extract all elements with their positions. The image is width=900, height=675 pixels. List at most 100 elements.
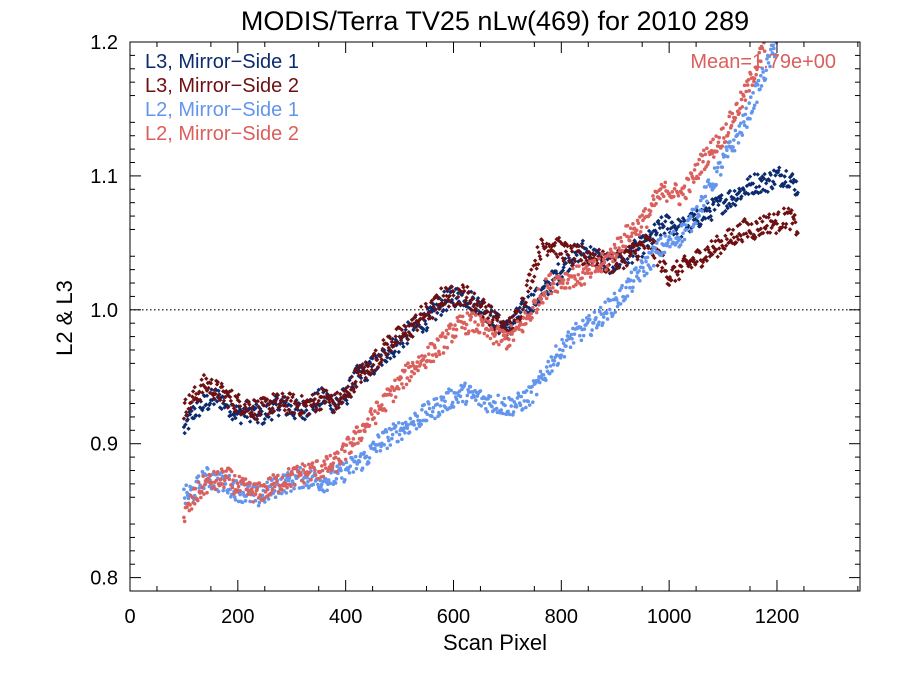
data-point bbox=[746, 191, 751, 197]
data-point bbox=[201, 474, 205, 478]
data-point bbox=[423, 365, 428, 370]
data-point bbox=[526, 399, 530, 404]
data-point bbox=[385, 342, 390, 347]
data-point bbox=[354, 466, 359, 471]
data-point bbox=[787, 210, 792, 215]
data-point bbox=[720, 243, 725, 248]
data-point bbox=[764, 37, 768, 41]
data-point bbox=[588, 275, 593, 279]
data-point bbox=[640, 260, 644, 265]
data-point bbox=[718, 160, 722, 165]
data-point bbox=[770, 51, 775, 55]
data-point bbox=[254, 416, 260, 422]
data-point bbox=[231, 406, 237, 411]
data-point bbox=[442, 289, 447, 294]
data-point bbox=[405, 337, 411, 342]
data-point bbox=[478, 389, 483, 393]
data-point bbox=[767, 212, 772, 217]
data-point bbox=[410, 334, 415, 339]
data-point bbox=[233, 415, 238, 421]
data-point bbox=[774, 231, 779, 236]
data-point bbox=[539, 238, 545, 243]
data-point bbox=[642, 245, 647, 251]
data-point bbox=[754, 72, 758, 77]
data-point bbox=[212, 387, 217, 393]
data-point bbox=[439, 298, 445, 303]
data-point bbox=[324, 392, 330, 398]
data-point bbox=[371, 351, 377, 356]
data-point bbox=[559, 251, 564, 257]
data-point bbox=[639, 225, 644, 229]
data-point bbox=[770, 179, 776, 184]
data-point bbox=[475, 303, 480, 308]
data-point bbox=[414, 426, 419, 431]
data-point bbox=[534, 310, 539, 315]
data-point bbox=[269, 491, 273, 495]
data-point bbox=[496, 312, 502, 318]
data-point bbox=[741, 187, 747, 193]
data-point bbox=[693, 249, 699, 255]
data-point bbox=[451, 405, 456, 409]
data-point bbox=[409, 374, 413, 379]
data-point bbox=[464, 295, 469, 300]
data-point bbox=[271, 473, 276, 477]
data-point bbox=[468, 384, 473, 389]
data-point bbox=[695, 162, 700, 166]
data-point bbox=[320, 468, 325, 473]
data-point bbox=[682, 237, 687, 242]
data-point bbox=[658, 236, 663, 241]
data-point bbox=[674, 182, 678, 187]
data-point bbox=[625, 256, 630, 262]
data-point bbox=[431, 405, 436, 410]
data-point bbox=[400, 437, 404, 442]
data-point bbox=[551, 281, 556, 286]
data-point bbox=[485, 334, 490, 338]
data-point bbox=[485, 409, 490, 414]
data-point bbox=[618, 235, 623, 240]
data-point bbox=[207, 380, 212, 385]
data-point bbox=[389, 339, 395, 345]
data-point bbox=[725, 133, 730, 138]
data-point bbox=[201, 372, 207, 378]
data-point bbox=[491, 314, 496, 320]
data-point bbox=[536, 262, 541, 267]
data-point bbox=[770, 186, 775, 191]
data-point bbox=[206, 406, 211, 412]
data-point bbox=[757, 50, 762, 55]
data-point bbox=[366, 362, 371, 367]
data-point bbox=[257, 481, 262, 485]
data-point bbox=[435, 296, 441, 301]
data-point bbox=[412, 371, 417, 376]
data-point bbox=[720, 144, 725, 148]
data-point bbox=[344, 401, 350, 406]
data-point bbox=[331, 409, 337, 415]
data-point bbox=[379, 444, 383, 449]
data-point bbox=[678, 202, 682, 207]
data-point bbox=[272, 481, 276, 486]
data-point bbox=[665, 241, 670, 246]
data-point bbox=[792, 212, 797, 218]
data-point bbox=[354, 384, 359, 390]
data-point bbox=[220, 482, 225, 486]
data-point bbox=[304, 403, 309, 408]
data-point bbox=[328, 453, 333, 458]
data-point bbox=[482, 331, 487, 336]
data-point bbox=[512, 400, 517, 404]
x-tick-label: 200 bbox=[221, 606, 254, 628]
data-point bbox=[509, 404, 514, 408]
data-point bbox=[351, 386, 356, 391]
data-point bbox=[744, 89, 748, 94]
data-point bbox=[553, 251, 559, 257]
data-point bbox=[588, 244, 593, 250]
data-point bbox=[781, 206, 787, 211]
data-point bbox=[507, 337, 511, 342]
data-point bbox=[205, 477, 210, 481]
data-point bbox=[272, 484, 277, 489]
data-point bbox=[626, 244, 632, 249]
data-point bbox=[216, 388, 221, 394]
data-point bbox=[509, 314, 515, 320]
data-point bbox=[382, 443, 386, 447]
data-point bbox=[793, 220, 798, 225]
data-point bbox=[608, 298, 613, 303]
data-point bbox=[525, 278, 530, 283]
